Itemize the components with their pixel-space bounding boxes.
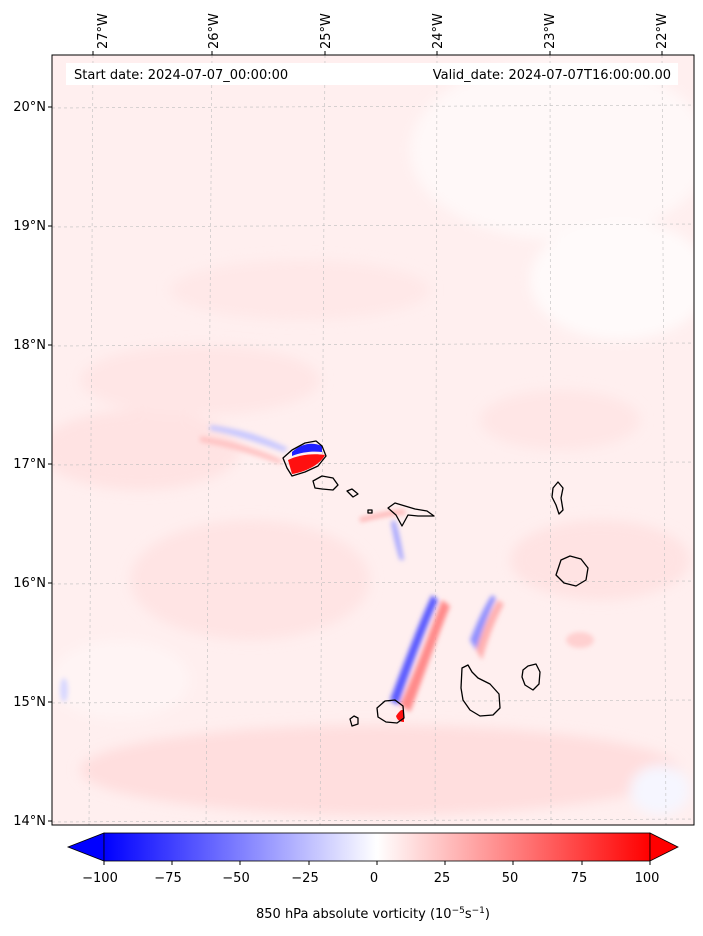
- map-frame: [51, 54, 695, 826]
- branco-island: [367, 509, 373, 514]
- lat-tick-label: 15°N: [13, 695, 46, 710]
- valid-date-label: Valid_date: 2024-07-07T16:00:00.00: [433, 68, 671, 83]
- lat-tick-label: 16°N: [13, 576, 46, 591]
- lat-tick-label: 14°N: [13, 814, 46, 829]
- lon-tick-label: 27°W: [96, 13, 111, 49]
- colorbar-extend-min: [66, 832, 105, 862]
- island-wake-features: [60, 425, 594, 722]
- colorbar-label-exp1: −5: [452, 906, 465, 916]
- colorbar-tick-label: 0: [370, 871, 378, 886]
- colorbar-tick-label: 50: [502, 871, 519, 886]
- lat-tick-label: 17°N: [13, 457, 46, 472]
- colorbar-label-end: ): [485, 907, 490, 922]
- island-coastlines: [282, 440, 589, 727]
- lat-tick-label: 20°N: [13, 100, 46, 115]
- lon-tick-label: 25°W: [319, 13, 334, 49]
- colorbar-label-mid: s: [465, 907, 472, 922]
- colorbar-ticks: [103, 861, 651, 865]
- colorbar-tick-label: −75: [154, 871, 181, 886]
- santa-luzia-island: [346, 488, 359, 498]
- boa-vista-island: [555, 555, 589, 587]
- colorbar-tick-label: 25: [434, 871, 451, 886]
- map-plot-area: [52, 55, 694, 825]
- colorbar-tick-label: −100: [82, 871, 118, 886]
- graticule: [52, 55, 694, 825]
- latitude-tick-labels: 20°N 19°N 18°N 17°N 16°N 15°N 14°N: [13, 100, 46, 829]
- colorbar-extend-max: [649, 832, 679, 862]
- colorbar-tick-label: 100: [635, 871, 660, 886]
- colorbar-gradient: [103, 832, 651, 862]
- fogo-island: [376, 699, 405, 724]
- lat-tick-label: 19°N: [13, 219, 46, 234]
- colorbar-label: 850 hPa absolute vorticity (10−5s−1): [256, 906, 490, 922]
- santo-antao-island: [282, 440, 327, 477]
- latitude-ticks: [48, 106, 52, 822]
- brava-island: [349, 715, 359, 727]
- sao-vicente-island: [312, 475, 339, 491]
- header-box: [66, 63, 678, 85]
- colorbar-tick-label: −50: [222, 871, 249, 886]
- colorbar-label-exp2: −1: [472, 906, 485, 916]
- vorticity-field-patches: [52, 60, 694, 815]
- longitude-tick-labels: 27°W 26°W 25°W 24°W 23°W 22°W: [96, 13, 670, 49]
- lat-tick-label: 18°N: [13, 338, 46, 353]
- start-date-label: Start date: 2024-07-07_00:00:00: [74, 68, 288, 83]
- maio-island: [521, 663, 541, 691]
- sao-nicolau-island: [387, 502, 435, 527]
- colorbar-tick-labels: −100 −75 −50 −25 0 25 50 75 100: [82, 871, 659, 886]
- sal-island: [551, 481, 564, 515]
- colorbar: −100 −75 −50 −25 0 25 50 75 100 850 hPa …: [66, 832, 679, 922]
- longitude-ticks: [92, 51, 663, 55]
- colorbar-tick-label: −25: [291, 871, 318, 886]
- lon-tick-label: 23°W: [543, 13, 558, 49]
- colorbar-label-main: 850 hPa absolute vorticity (10: [256, 907, 452, 922]
- santiago-island: [460, 664, 501, 717]
- lon-tick-label: 22°W: [655, 13, 670, 49]
- lon-tick-label: 26°W: [207, 13, 222, 49]
- lon-tick-label: 24°W: [431, 13, 446, 49]
- santo-antao-vortex-blue: [292, 443, 322, 456]
- colorbar-tick-label: 75: [571, 871, 588, 886]
- santo-antao-vortex-red: [288, 454, 325, 474]
